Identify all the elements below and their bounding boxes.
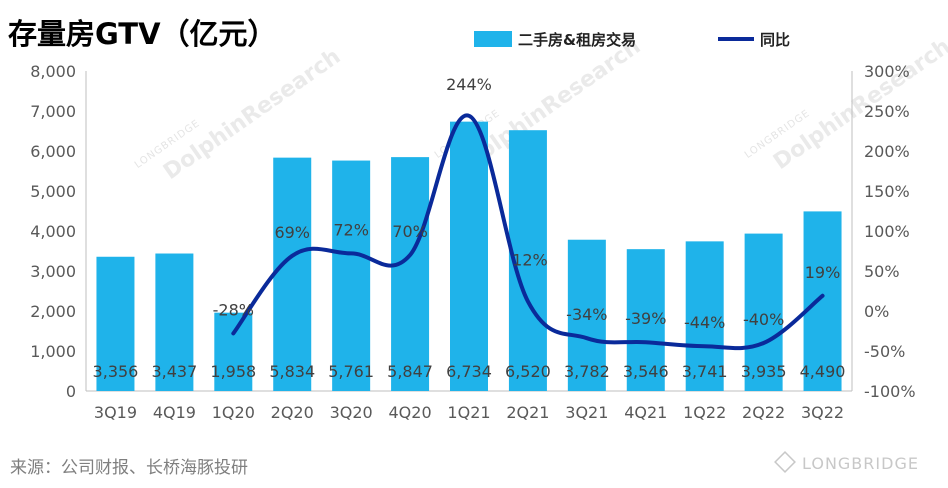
bar-3Q19 bbox=[96, 256, 135, 391]
y-left-tick-label: 3,000 bbox=[30, 262, 76, 281]
bar-value-label: 3,741 bbox=[682, 362, 728, 381]
yoy-value-label: -39% bbox=[625, 309, 666, 328]
x-axis-labels: 3Q19 4Q19 1Q20 2Q20 3Q20 4Q20 1Q21 2Q21 3Q21 4Q21… bbox=[94, 403, 844, 422]
y-left-tick-label: 7,000 bbox=[30, 102, 76, 121]
x-tick-label: 2Q20 bbox=[271, 403, 314, 422]
bar-value-label: 5,761 bbox=[328, 362, 374, 381]
x-tick-label: 1Q20 bbox=[212, 403, 255, 422]
x-tick-label: 4Q21 bbox=[624, 403, 667, 422]
yoy-line bbox=[231, 113, 825, 351]
y-right-tick-label: 200% bbox=[864, 142, 910, 161]
bar-value-label: 3,546 bbox=[623, 362, 669, 381]
yoy-value-label: -40% bbox=[743, 310, 784, 329]
x-tick-label: 1Q22 bbox=[683, 403, 726, 422]
y-left-tick-label: 1,000 bbox=[30, 342, 76, 361]
legend-label-bars: 二手房&租房交易 bbox=[518, 31, 636, 49]
legend-label-line: 同比 bbox=[760, 31, 790, 49]
bar-value-label: 5,847 bbox=[387, 362, 433, 381]
y-right-tick-label: 50% bbox=[864, 262, 900, 281]
bar-value-label: 3,437 bbox=[151, 362, 197, 381]
brand-logo: LONGBRIDGE bbox=[774, 451, 919, 473]
bar-value-label: 3,782 bbox=[564, 362, 610, 381]
bar-value-label: 1,958 bbox=[210, 362, 256, 381]
y-left-tick-label: 0 bbox=[66, 382, 76, 401]
y-left-tick-label: 8,000 bbox=[30, 62, 76, 81]
x-tick-label: 3Q22 bbox=[801, 403, 844, 422]
yoy-value-label: 70% bbox=[392, 222, 428, 241]
bar-2Q20 bbox=[273, 157, 312, 391]
yoy-value-label: 12% bbox=[512, 250, 548, 269]
y-axis-right: -100% -50% 0% 50% 100% 150% 200% 250% 300% bbox=[864, 62, 916, 401]
x-tick-label: 4Q20 bbox=[389, 403, 432, 422]
x-tick-label: 2Q21 bbox=[506, 403, 549, 422]
brand-name: LONGBRIDGE bbox=[802, 454, 919, 473]
y-right-tick-label: -100% bbox=[864, 382, 916, 401]
bar-1Q20 bbox=[214, 312, 253, 391]
bar-value-label: 6,734 bbox=[446, 362, 492, 381]
bar-data-labels: 3,356 3,437 1,958 5,834 5,761 5,847 6,734 6,520… bbox=[93, 362, 846, 381]
bar-1Q21 bbox=[450, 121, 488, 391]
y-right-tick-label: 150% bbox=[864, 182, 910, 201]
y-right-tick-label: 300% bbox=[864, 62, 910, 81]
yoy-value-label: -28% bbox=[213, 300, 254, 319]
y-left-tick-label: 5,000 bbox=[30, 182, 76, 201]
bar-value-label: 3,935 bbox=[741, 362, 787, 381]
x-tick-label: 1Q21 bbox=[447, 403, 490, 422]
bar-4Q20 bbox=[391, 157, 430, 391]
legend: 二手房&租房交易 同比 bbox=[474, 31, 790, 49]
bar-1Q22 bbox=[685, 241, 724, 391]
watermark-text: DolphinResearch bbox=[769, 34, 948, 175]
bar-3Q20 bbox=[332, 160, 371, 391]
legend-swatch-bars bbox=[474, 31, 512, 47]
x-tick-label: 3Q19 bbox=[94, 403, 137, 422]
bar-2Q22 bbox=[744, 233, 783, 391]
bar-value-label: 6,520 bbox=[505, 362, 551, 381]
yoy-value-label: -34% bbox=[566, 305, 607, 324]
y-left-tick-label: 2,000 bbox=[30, 302, 76, 321]
y-left-tick-label: 6,000 bbox=[30, 142, 76, 161]
yoy-value-label: 19% bbox=[805, 263, 841, 282]
yoy-data-labels: -28% 69% 72% 70% 244% 12% -34% -39% -44% -40% 19% bbox=[213, 75, 841, 332]
y-right-tick-label: 100% bbox=[864, 222, 910, 241]
yoy-value-label: 69% bbox=[274, 223, 310, 242]
bar-series bbox=[96, 121, 842, 391]
bar-value-label: 5,834 bbox=[269, 362, 315, 381]
y-right-tick-label: -50% bbox=[864, 342, 905, 361]
bar-4Q19 bbox=[155, 253, 194, 391]
chart-title: 存量房GTV（亿元） bbox=[8, 17, 277, 51]
y-right-tick-label: 0% bbox=[864, 302, 889, 321]
bar-value-label: 4,490 bbox=[800, 362, 846, 381]
bar-value-label: 3,356 bbox=[93, 362, 139, 381]
bar-3Q22 bbox=[803, 211, 842, 391]
source-note: 来源：公司财报、长桥海豚投研 bbox=[10, 458, 248, 478]
brand-logo-icon bbox=[774, 451, 796, 473]
watermark-text: DolphinResearch bbox=[159, 44, 345, 185]
x-tick-label: 4Q19 bbox=[153, 403, 196, 422]
yoy-value-label: 244% bbox=[446, 75, 492, 94]
x-tick-label: 3Q20 bbox=[330, 403, 373, 422]
y-axis-left: 0 1,000 2,000 3,000 4,000 5,000 6,000 7,000 8,00… bbox=[30, 62, 76, 401]
bar-3Q21 bbox=[567, 239, 606, 391]
yoy-value-label: -44% bbox=[684, 313, 725, 332]
bar-4Q21 bbox=[626, 249, 665, 391]
y-left-tick-label: 4,000 bbox=[30, 222, 76, 241]
yoy-value-label: 72% bbox=[333, 220, 369, 239]
y-right-tick-label: 250% bbox=[864, 102, 910, 121]
x-tick-label: 2Q22 bbox=[742, 403, 785, 422]
x-tick-label: 3Q21 bbox=[565, 403, 608, 422]
